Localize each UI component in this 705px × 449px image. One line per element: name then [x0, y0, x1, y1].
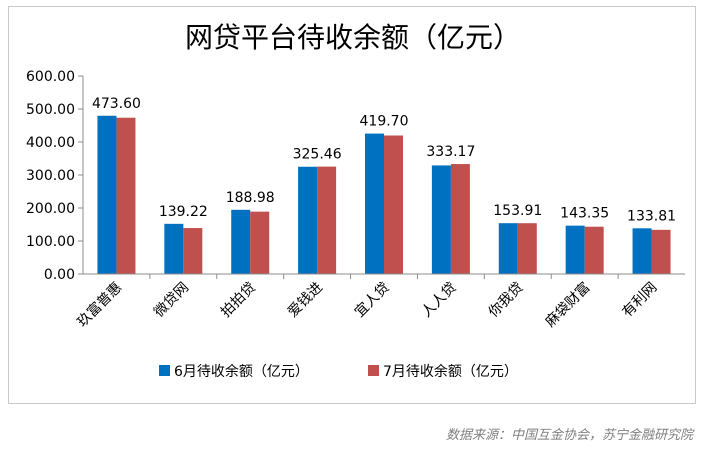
data-label: 473.60	[92, 96, 141, 112]
chart-frame: 网贷平台待收余额（亿元） 0.00 100.00 200.00 300.00 400.0…	[8, 6, 696, 404]
chart-title: 网贷平台待收余额（亿元）	[185, 21, 521, 54]
legend-label-july: 7月待收余额（亿元）	[383, 363, 518, 380]
data-label: 133.81	[627, 208, 676, 224]
bar-june-5	[431, 165, 451, 274]
bar-july-3	[317, 166, 337, 274]
legend-swatch-july	[368, 365, 379, 376]
x-tick-label: 人人贷	[419, 280, 460, 321]
y-tick-label: 300.00	[26, 168, 75, 184]
data-label: 419.70	[360, 114, 409, 130]
bar-june-8	[632, 228, 652, 274]
bar-june-2	[231, 209, 251, 274]
y-tick-label: 600.00	[26, 69, 75, 85]
y-tick-label: 500.00	[26, 102, 75, 118]
data-label: 333.17	[426, 144, 475, 160]
x-tick-label: 麻袋财富	[542, 279, 594, 331]
bar-july-1	[183, 228, 203, 274]
bar-june-0	[97, 115, 117, 274]
data-label: 325.46	[293, 147, 342, 163]
x-tick-label: 有利网	[619, 280, 660, 321]
bar-june-3	[298, 166, 318, 274]
bar-july-0	[116, 117, 136, 274]
y-tick-label: 200.00	[26, 201, 75, 217]
y-tick-label: 400.00	[26, 135, 75, 151]
x-tick-label: 宜人贷	[352, 280, 393, 321]
data-label: 153.91	[493, 203, 542, 219]
data-labels: 473.60 139.22 188.98 325.46 419.70 333.17 153.…	[92, 96, 676, 225]
bar-june-1	[164, 223, 184, 274]
x-tick-label: 玖富普惠	[74, 279, 126, 331]
bar-july-6	[517, 223, 537, 274]
legend-label-june: 6月待收余额（亿元）	[174, 363, 309, 380]
x-axis: 玖富普惠 微贷网 拍拍贷 爱钱进 宜人贷 人人贷 你我贷 麻袋财富 有利网	[74, 273, 685, 331]
y-axis: 0.00 100.00 200.00 300.00 400.00 500.00 600.00	[26, 69, 84, 283]
y-tick-label: 0.00	[44, 267, 75, 283]
source-note: 数据来源：中国互金协会，苏宁金融研究院	[445, 428, 693, 443]
bar-chart: 网贷平台待收余额（亿元） 0.00 100.00 200.00 300.00 400.0…	[26, 21, 685, 380]
legend: 6月待收余额（亿元） 7月待收余额（亿元）	[159, 363, 518, 380]
bar-june-4	[365, 133, 384, 274]
x-tick-label: 拍拍贷	[218, 280, 259, 321]
bar-june-7	[565, 225, 585, 274]
bar-july-7	[584, 226, 604, 274]
bars	[97, 115, 671, 274]
x-tick-label: 你我贷	[486, 280, 527, 321]
bar-july-8	[651, 229, 671, 274]
bar-july-5	[450, 164, 470, 274]
legend-swatch-june	[159, 365, 170, 376]
x-tick-label: 微贷网	[151, 280, 192, 321]
y-tick-label: 100.00	[26, 234, 75, 250]
bar-june-6	[498, 223, 518, 274]
bar-july-4	[384, 135, 403, 274]
data-label: 139.22	[159, 204, 208, 220]
x-tick-label: 爱钱进	[285, 280, 326, 321]
data-label: 188.98	[226, 190, 275, 206]
bar-july-2	[250, 211, 270, 274]
data-label: 143.35	[560, 206, 609, 222]
